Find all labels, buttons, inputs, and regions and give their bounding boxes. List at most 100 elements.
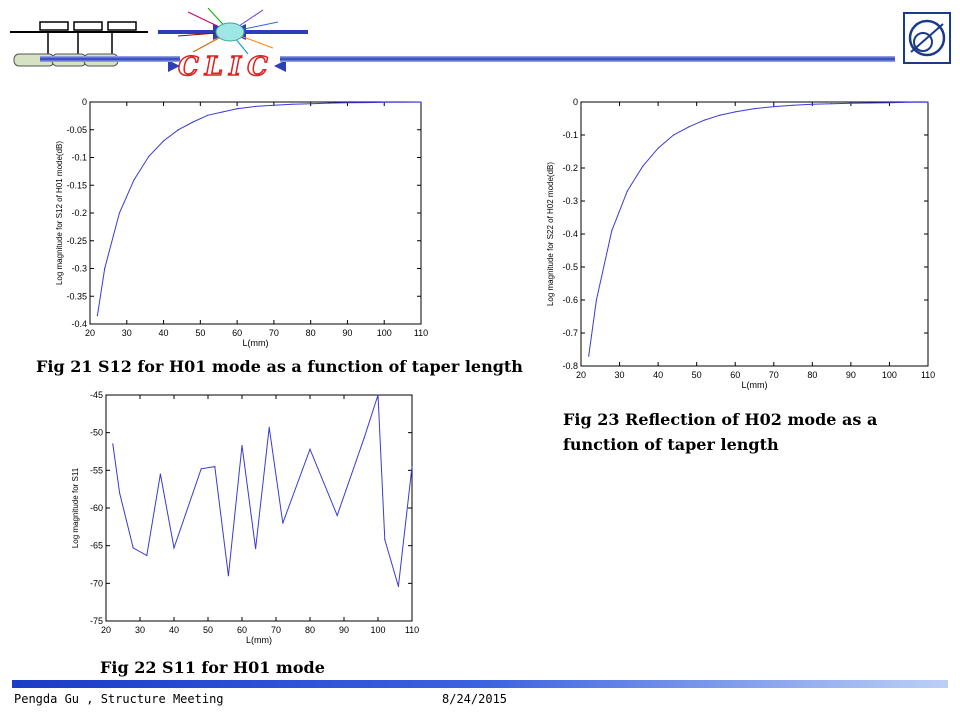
cern-logo-mark <box>908 19 946 57</box>
data-point <box>282 522 284 524</box>
caption-fig23-line1: Fig 23 Reflection of H02 mode as a <box>563 410 878 429</box>
data-point <box>241 444 243 447</box>
data-point <box>227 575 229 577</box>
header-beam-left <box>40 56 180 62</box>
x-tick-label: 30 <box>135 625 145 635</box>
data-point <box>869 102 871 104</box>
data-point <box>207 114 209 116</box>
data-point <box>148 155 150 157</box>
data-point <box>626 190 628 192</box>
footer-bar <box>12 680 948 688</box>
data-point <box>254 105 257 108</box>
x-tick-label: 20 <box>101 625 111 635</box>
data-point <box>173 547 175 549</box>
x-tick-label: 20 <box>576 370 586 380</box>
clic-logo: CLIC <box>177 51 274 83</box>
data-point <box>159 473 161 475</box>
caption-fig21: Fig 21 S12 for H01 mode as a function of… <box>36 357 523 376</box>
x-tick-label: 110 <box>414 328 428 338</box>
data-point <box>146 554 148 557</box>
caption-fig23-line2: function of taper length <box>563 435 779 454</box>
x-axis-label: L(mm) <box>742 380 768 390</box>
x-tick-label: 60 <box>232 328 242 338</box>
x-tick-label: 70 <box>769 370 779 380</box>
series-line <box>112 394 413 587</box>
cern-logo <box>903 12 951 64</box>
y-tick-label: -0.4 <box>71 319 87 329</box>
data-point <box>377 394 379 396</box>
data-point <box>811 103 813 105</box>
data-point <box>214 465 216 468</box>
x-tick-label: 60 <box>730 370 740 380</box>
y-tick-label: -60 <box>90 503 103 513</box>
data-point <box>850 102 852 104</box>
data-point <box>255 548 257 550</box>
y-tick-label: -0.2 <box>562 163 578 173</box>
data-point <box>363 436 365 438</box>
y-tick-label: -0.6 <box>562 295 578 305</box>
footer-date: 8/24/2015 <box>442 692 508 706</box>
y-axis-label: Log magnitude for S22 of H02 mode(dB) <box>546 162 555 306</box>
chart-s22-h02: 20 30 40 50 60 70 80 90 100 110 0 -0.1 -0.2 -0.3 -0.4 -… <box>546 97 935 390</box>
data-point <box>310 103 312 105</box>
x-tick-label: 20 <box>85 328 95 338</box>
data-point <box>402 101 404 103</box>
x-tick-label: 60 <box>237 625 247 635</box>
data-point <box>383 101 385 103</box>
data-point <box>133 179 135 181</box>
x-tick-label: 70 <box>269 328 279 338</box>
x-tick-label: 110 <box>921 370 935 380</box>
data-point <box>595 299 598 301</box>
data-point <box>642 165 644 167</box>
data-point <box>657 147 659 149</box>
x-tick-label: 30 <box>615 370 625 380</box>
data-point <box>119 492 121 494</box>
caption-fig22: Fig 22 S11 for H01 mode <box>100 658 325 677</box>
plot-frame <box>105 394 413 622</box>
y-tick-label: -0.1 <box>562 130 578 140</box>
chart-s11-h01: 20 30 40 50 60 70 80 90 100 110 -45 -50 -55 -60 -65 -70… <box>71 390 419 645</box>
y-tick-label: -45 <box>90 390 103 400</box>
data-point <box>104 267 106 270</box>
x-tick-label: 80 <box>807 370 817 380</box>
x-tick-label: 30 <box>122 328 132 338</box>
x-tick-label: 80 <box>305 625 315 635</box>
x-axis-label: L(mm) <box>243 338 269 348</box>
data-point <box>112 443 114 445</box>
data-point <box>773 106 775 108</box>
data-point <box>908 101 910 103</box>
y-tick-label: -0.1 <box>71 153 87 163</box>
data-point <box>162 140 165 142</box>
y-tick-label: -0.35 <box>66 291 87 301</box>
data-point <box>268 426 270 428</box>
data-point <box>96 315 98 317</box>
y-tick-label: -0.3 <box>562 196 578 206</box>
x-tick-label: 70 <box>271 625 281 635</box>
y-tick-label: -0.2 <box>71 208 87 218</box>
data-point <box>273 104 275 106</box>
data-point <box>831 103 833 105</box>
y-tick-label: -70 <box>90 578 103 588</box>
data-point <box>753 108 756 110</box>
y-tick-label: -0.05 <box>66 125 87 135</box>
y-tick-label: -0.15 <box>66 180 87 190</box>
x-tick-label: 80 <box>306 328 316 338</box>
x-tick-label: 110 <box>405 625 419 635</box>
y-tick-label: -0.8 <box>562 361 578 371</box>
data-point <box>672 134 675 136</box>
y-tick-label: -0.5 <box>562 262 578 272</box>
x-tick-label: 90 <box>339 625 349 635</box>
x-tick-label: 40 <box>159 328 169 338</box>
y-tick-label: 0 <box>573 97 578 107</box>
footer-author: Pengda Gu , Structure Meeting <box>14 692 224 706</box>
data-point <box>309 448 311 450</box>
data-point <box>888 102 891 104</box>
x-tick-label: 90 <box>846 370 856 380</box>
x-tick-label: 100 <box>882 370 897 380</box>
x-tick-label: 40 <box>169 625 179 635</box>
data-point <box>221 111 223 113</box>
data-point <box>719 114 721 116</box>
y-tick-label: -0.25 <box>66 236 87 246</box>
data-point <box>411 465 413 468</box>
data-point <box>132 547 134 549</box>
